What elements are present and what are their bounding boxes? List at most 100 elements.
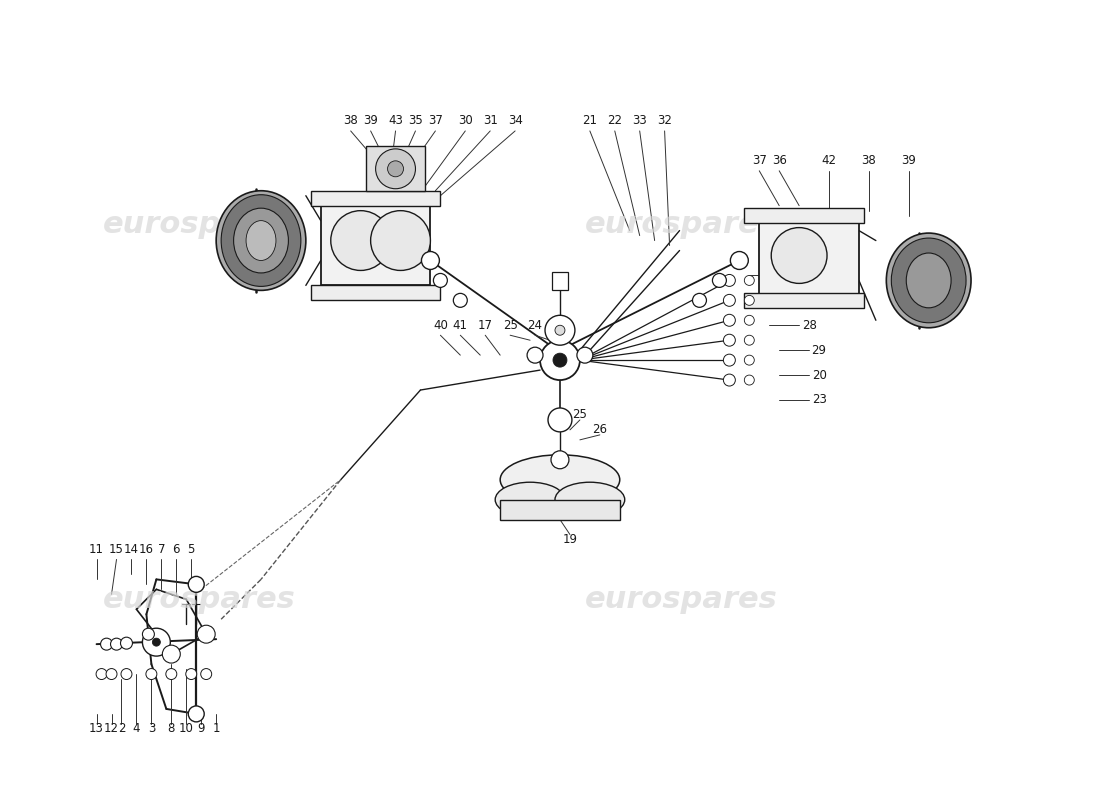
Bar	[745, 294, 864, 308]
Text: 19: 19	[562, 533, 578, 546]
Text: eurospares: eurospares	[102, 585, 296, 614]
Ellipse shape	[495, 482, 565, 517]
Text: 25: 25	[572, 409, 587, 422]
Circle shape	[745, 295, 755, 306]
Circle shape	[551, 451, 569, 469]
Circle shape	[142, 628, 170, 656]
Circle shape	[693, 294, 706, 307]
Text: 32: 32	[657, 114, 672, 127]
Text: 40: 40	[433, 318, 448, 332]
Ellipse shape	[906, 253, 952, 308]
Ellipse shape	[221, 194, 301, 286]
Text: 15: 15	[109, 543, 124, 556]
Text: 13: 13	[89, 722, 104, 735]
Circle shape	[142, 628, 154, 640]
Bar	[311, 286, 440, 300]
Circle shape	[121, 637, 132, 649]
Text: 35: 35	[408, 114, 422, 127]
Text: 37: 37	[751, 154, 767, 167]
Bar	[759, 216, 859, 295]
Circle shape	[121, 669, 132, 679]
Circle shape	[556, 326, 565, 335]
Text: eurospares: eurospares	[585, 585, 778, 614]
Text: 8: 8	[167, 722, 175, 735]
Circle shape	[153, 638, 161, 646]
Text: 29: 29	[812, 344, 826, 357]
Text: 4: 4	[133, 722, 140, 735]
Circle shape	[724, 374, 736, 386]
Circle shape	[544, 315, 575, 345]
Circle shape	[730, 251, 748, 270]
Circle shape	[724, 354, 736, 366]
Circle shape	[433, 274, 448, 287]
Text: 26: 26	[592, 423, 607, 436]
Text: eurospares: eurospares	[585, 210, 778, 239]
Circle shape	[163, 645, 180, 663]
Ellipse shape	[233, 208, 288, 273]
Circle shape	[745, 315, 755, 326]
Circle shape	[724, 274, 736, 286]
Circle shape	[745, 355, 755, 365]
Text: 37: 37	[428, 114, 443, 127]
Text: 2: 2	[118, 722, 125, 735]
Text: 1: 1	[212, 722, 220, 735]
Text: 30: 30	[458, 114, 473, 127]
Text: 25: 25	[503, 318, 518, 332]
Text: 16: 16	[139, 543, 154, 556]
Circle shape	[553, 353, 566, 367]
Circle shape	[371, 210, 430, 270]
Text: 39: 39	[901, 154, 916, 167]
Circle shape	[188, 576, 205, 592]
Ellipse shape	[891, 238, 966, 322]
Ellipse shape	[246, 221, 276, 261]
Text: 23: 23	[812, 394, 826, 406]
Circle shape	[166, 669, 177, 679]
Circle shape	[96, 669, 107, 679]
Text: 12: 12	[104, 722, 119, 735]
Circle shape	[110, 638, 122, 650]
Circle shape	[197, 626, 216, 643]
Text: 22: 22	[607, 114, 623, 127]
Text: 34: 34	[508, 114, 522, 127]
Text: 11: 11	[89, 543, 104, 556]
Ellipse shape	[217, 190, 306, 290]
Circle shape	[548, 408, 572, 432]
Circle shape	[146, 669, 157, 679]
Text: 9: 9	[198, 722, 205, 735]
Circle shape	[453, 294, 468, 307]
Text: 14: 14	[124, 543, 139, 556]
Circle shape	[331, 210, 390, 270]
Ellipse shape	[556, 482, 625, 517]
Text: 10: 10	[179, 722, 194, 735]
Circle shape	[188, 706, 205, 722]
Text: 39: 39	[363, 114, 378, 127]
Text: 24: 24	[528, 318, 542, 332]
Text: 43: 43	[388, 114, 403, 127]
Text: 27: 27	[792, 294, 806, 307]
Ellipse shape	[500, 455, 619, 505]
Text: eurospares: eurospares	[102, 210, 296, 239]
Text: 7: 7	[157, 543, 165, 556]
Text: 36: 36	[772, 154, 786, 167]
Bar	[500, 500, 619, 519]
Circle shape	[724, 314, 736, 326]
Circle shape	[106, 669, 117, 679]
Bar	[311, 190, 440, 206]
Circle shape	[713, 274, 726, 287]
Circle shape	[375, 149, 416, 189]
Text: 33: 33	[632, 114, 647, 127]
Text: 38: 38	[343, 114, 359, 127]
Text: 20: 20	[812, 369, 826, 382]
Circle shape	[724, 334, 736, 346]
Circle shape	[576, 347, 593, 363]
Circle shape	[100, 638, 112, 650]
Text: 17: 17	[477, 318, 493, 332]
Circle shape	[387, 161, 404, 177]
Bar	[745, 208, 864, 222]
Circle shape	[421, 251, 439, 270]
Circle shape	[724, 294, 736, 306]
Circle shape	[186, 669, 197, 679]
Text: 5: 5	[188, 543, 195, 556]
Text: 42: 42	[822, 154, 836, 167]
Circle shape	[745, 335, 755, 345]
